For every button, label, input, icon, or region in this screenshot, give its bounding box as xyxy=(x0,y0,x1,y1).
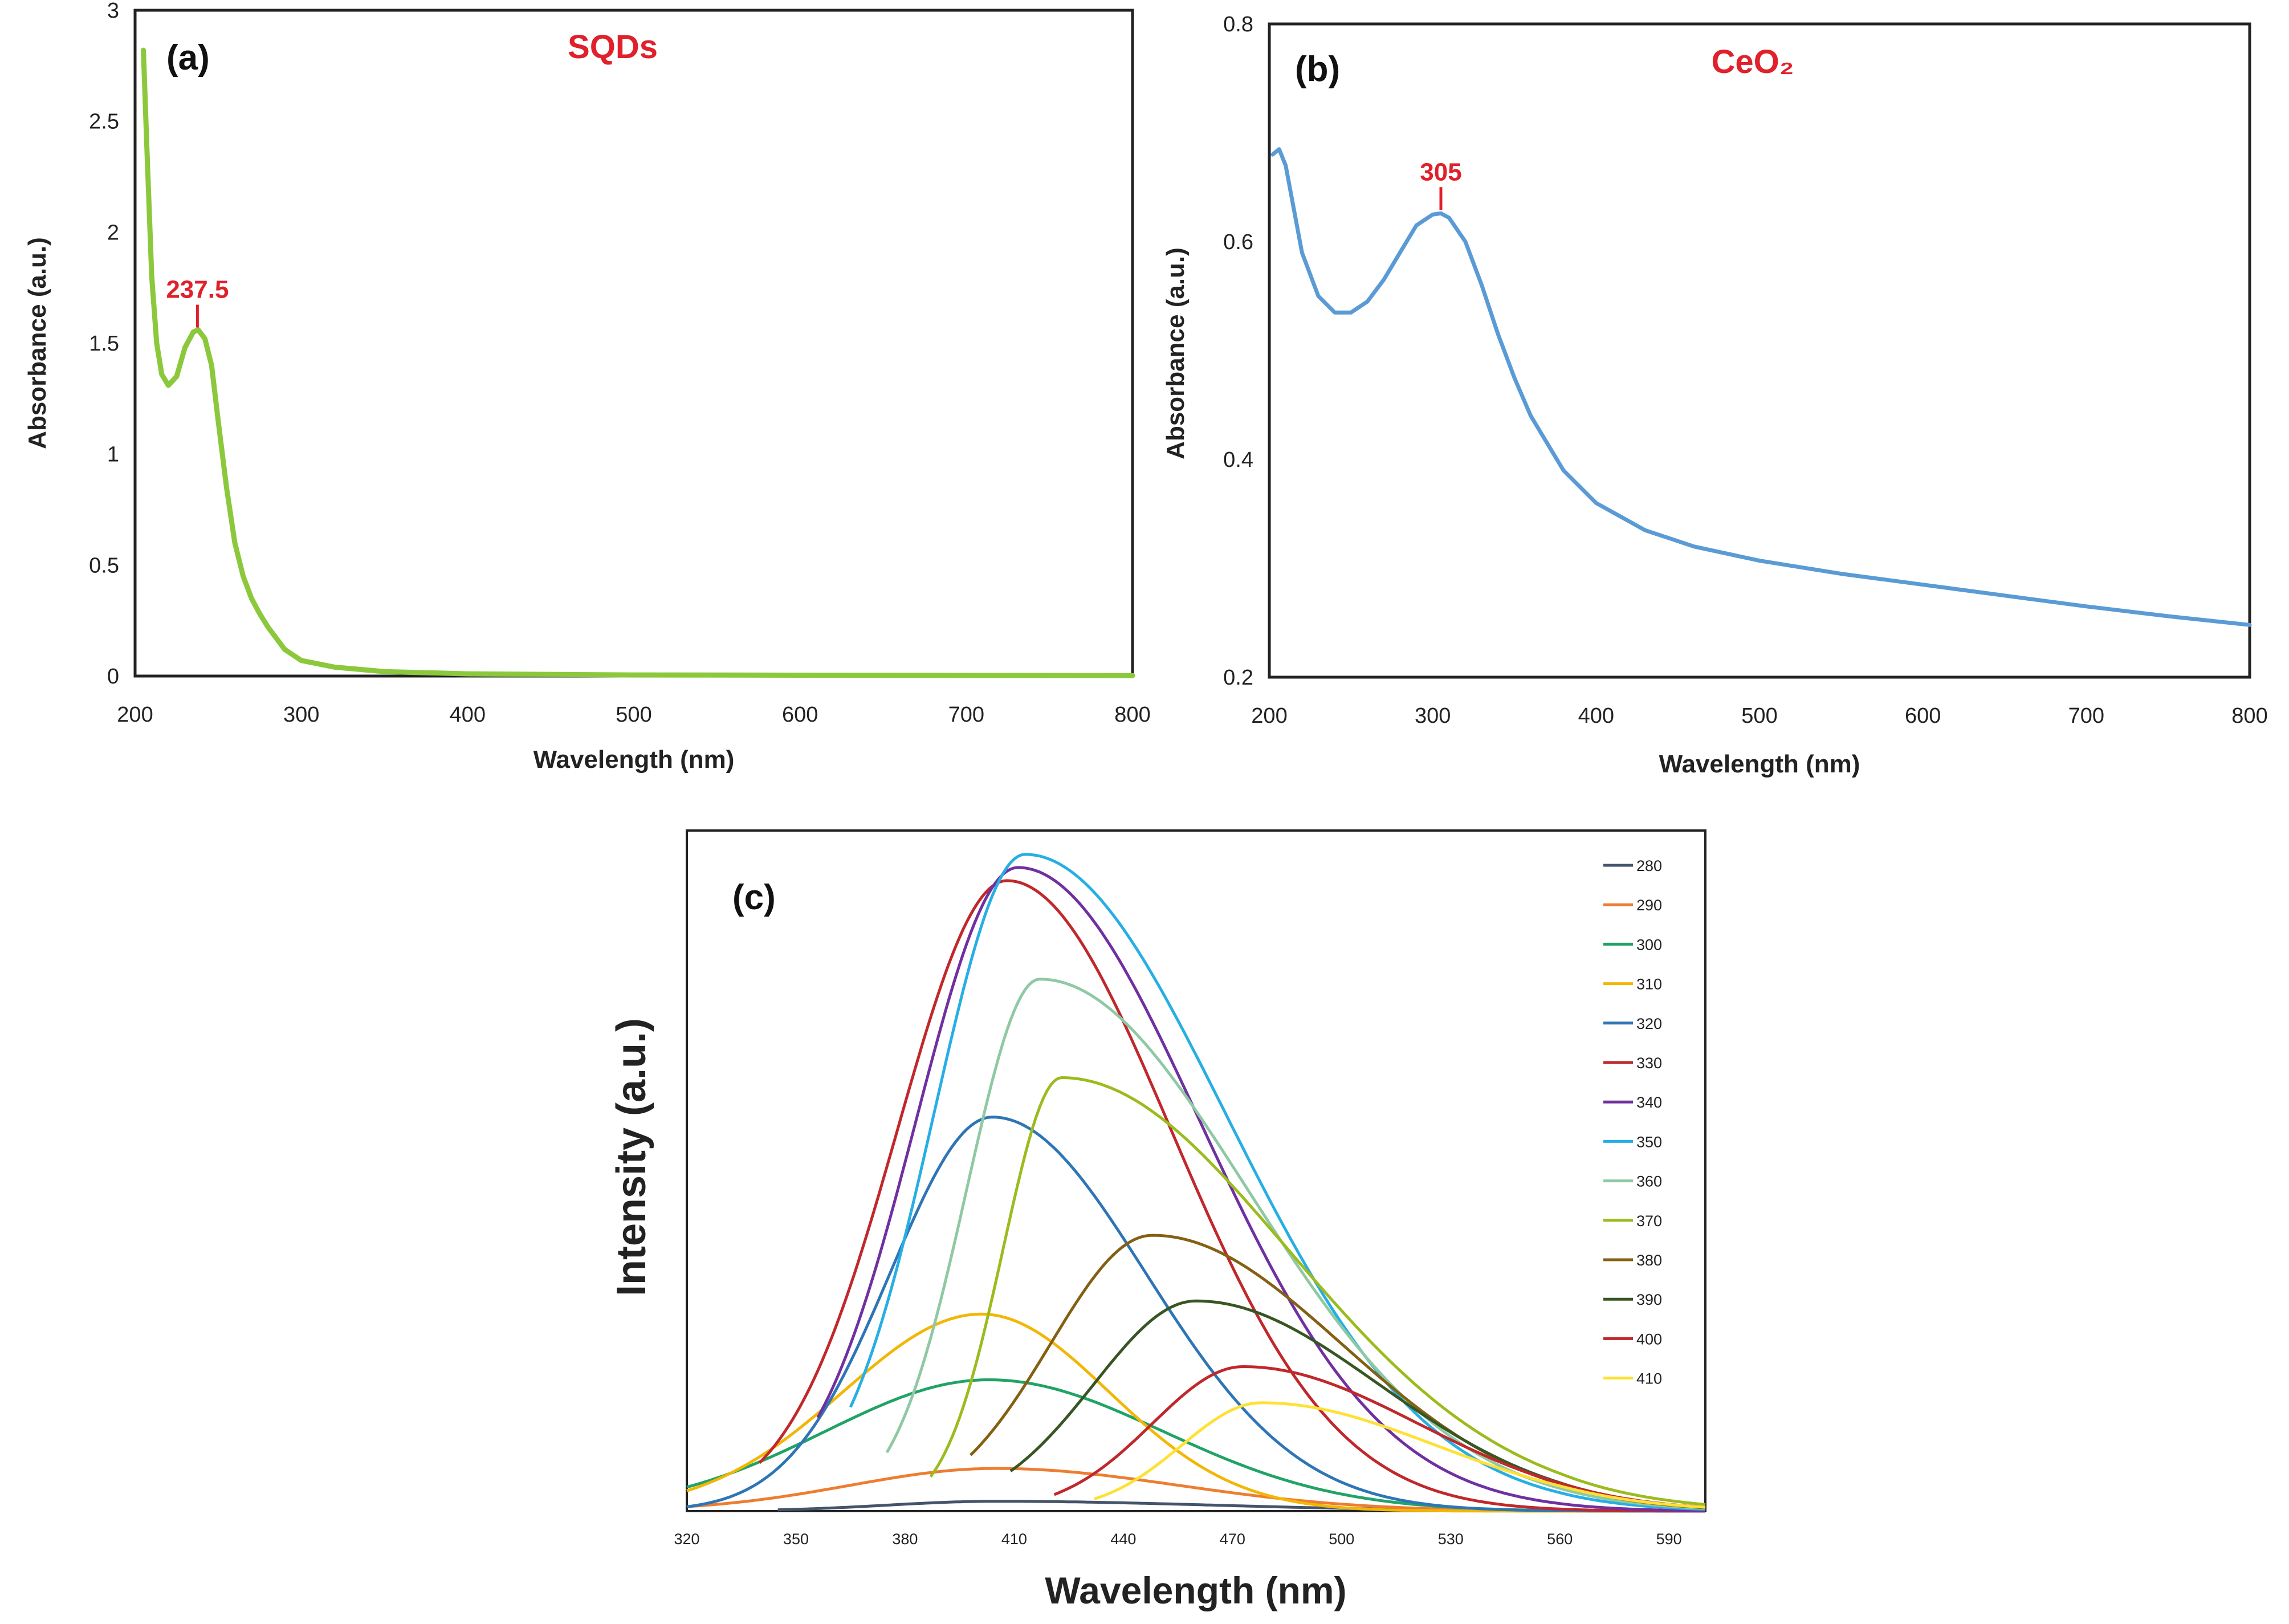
y-tick-label: 3 xyxy=(107,0,119,23)
emission-curve-320 xyxy=(686,1116,1705,1513)
y-tick-label: 2.5 xyxy=(89,110,119,134)
x-tick-label: 500 xyxy=(616,703,651,727)
legend-label-390: 390 xyxy=(1636,1291,1662,1308)
legend-label-380: 380 xyxy=(1636,1252,1662,1269)
y-tick-label: 0.2 xyxy=(1223,666,1253,690)
x-tick-label: 440 xyxy=(1110,1531,1136,1548)
x-tick-label: 800 xyxy=(1114,703,1150,727)
peak-label: 305 xyxy=(1420,158,1461,186)
panel-label: (a) xyxy=(166,38,210,78)
y-axis-title: Intensity (a.u.) xyxy=(609,1018,654,1296)
x-tick-label: 200 xyxy=(1251,704,1287,728)
panel-label: (c) xyxy=(732,878,776,917)
legend-label-280: 280 xyxy=(1636,857,1662,874)
x-tick-label: 600 xyxy=(1905,704,1941,728)
y-tick-label: 0.4 xyxy=(1223,448,1253,472)
x-tick-labels: 320 350 380 410 440 470 500 530 560 590 xyxy=(674,1531,1681,1548)
y-tick-label: 0 xyxy=(107,665,119,689)
x-tick-label: 530 xyxy=(1438,1531,1464,1548)
peak-label: 237.5 xyxy=(166,276,229,304)
y-tick-label: 1.5 xyxy=(89,332,119,356)
legend-label-340: 340 xyxy=(1636,1094,1662,1111)
x-tick-label: 800 xyxy=(2231,704,2267,728)
x-axis-title: Wavelength (nm) xyxy=(1045,1569,1346,1611)
x-tick-label: 470 xyxy=(1220,1531,1245,1548)
y-tick-labels: 0 0.5 1 1.5 2 2.5 3 xyxy=(89,0,119,689)
x-tick-labels: 200 300 400 500 600 700 800 xyxy=(1251,704,2267,728)
panel-b-ceo2-absorbance: 0.2 0.4 0.6 0.8 200 300 400 500 600 700 800 305 (… xyxy=(1162,13,2268,778)
y-tick-labels: 0.2 0.4 0.6 0.8 xyxy=(1223,13,1253,690)
legend-label-330: 330 xyxy=(1636,1055,1662,1072)
ceo2-absorbance-line xyxy=(1270,147,2252,627)
legend-label-310: 310 xyxy=(1636,976,1662,993)
y-tick-label: 2 xyxy=(107,221,119,245)
emission-curve-370 xyxy=(929,1076,1706,1506)
legend-label-360: 360 xyxy=(1636,1173,1662,1190)
legend-label-400: 400 xyxy=(1636,1330,1662,1348)
legend-label-320: 320 xyxy=(1636,1015,1662,1032)
plot-frame xyxy=(686,829,1706,1512)
x-tick-label: 560 xyxy=(1547,1531,1573,1548)
x-tick-label: 410 xyxy=(1001,1531,1027,1548)
y-axis-title: Absorbance (a.u.) xyxy=(1162,247,1190,459)
x-tick-label: 300 xyxy=(1415,704,1451,728)
emission-curve-360 xyxy=(885,978,1706,1510)
x-tick-label: 600 xyxy=(782,703,818,727)
emission-curve-340 xyxy=(816,866,1706,1512)
x-tick-label: 300 xyxy=(283,703,319,727)
sqds-absorbance-line xyxy=(141,47,1135,678)
x-axis-title: Wavelength (nm) xyxy=(533,746,735,774)
legend: 280 290 300 310 320 330 340 350 360 370 380 390 400 4… xyxy=(1603,857,1662,1387)
panel-label: (b) xyxy=(1295,50,1340,89)
legend-label-300: 300 xyxy=(1636,936,1662,953)
chart-title: SQDs xyxy=(568,29,658,66)
x-tick-label: 700 xyxy=(948,703,984,727)
x-tick-label: 500 xyxy=(1329,1531,1354,1548)
y-tick-label: 1 xyxy=(107,443,119,467)
x-tick-label: 400 xyxy=(450,703,486,727)
legend-label-370: 370 xyxy=(1636,1212,1662,1230)
y-axis-title: Absorbance (a.u.) xyxy=(23,237,51,449)
y-tick-label: 0.6 xyxy=(1223,230,1253,254)
y-tick-label: 0.8 xyxy=(1223,13,1253,36)
legend-label-350: 350 xyxy=(1636,1133,1662,1150)
x-axis-title: Wavelength (nm) xyxy=(1659,750,1860,778)
plot-frame xyxy=(1268,22,2251,679)
x-tick-label: 320 xyxy=(674,1531,699,1548)
emission-curve-400 xyxy=(1053,1365,1706,1509)
legend-label-410: 410 xyxy=(1636,1370,1662,1387)
x-tick-label: 200 xyxy=(117,703,153,727)
emission-curves xyxy=(686,853,1706,1513)
emission-curve-350 xyxy=(849,853,1706,1511)
panel-c-emission-spectra: 320 350 380 410 440 470 500 530 560 590 280 290 300… xyxy=(609,829,1706,1611)
x-tick-label: 590 xyxy=(1656,1531,1682,1548)
x-tick-label: 500 xyxy=(1741,704,1777,728)
x-tick-label: 350 xyxy=(783,1531,809,1548)
x-tick-label: 700 xyxy=(2068,704,2104,728)
plot-frame xyxy=(133,9,1134,678)
y-tick-label: 0.5 xyxy=(89,553,119,577)
panel-a-sqds-absorbance: 0 0.5 1 1.5 2 2.5 3 200 300 400 500 600 700 800 237.… xyxy=(23,0,1151,774)
x-tick-label: 380 xyxy=(892,1531,918,1548)
chart-title: CeO₂ xyxy=(1711,43,1794,80)
emission-curve-330 xyxy=(758,879,1705,1513)
emission-curve-410 xyxy=(1094,1401,1706,1509)
x-tick-labels: 200 300 400 500 600 700 800 xyxy=(117,703,1150,727)
legend-label-290: 290 xyxy=(1636,897,1662,914)
x-tick-label: 400 xyxy=(1578,704,1614,728)
